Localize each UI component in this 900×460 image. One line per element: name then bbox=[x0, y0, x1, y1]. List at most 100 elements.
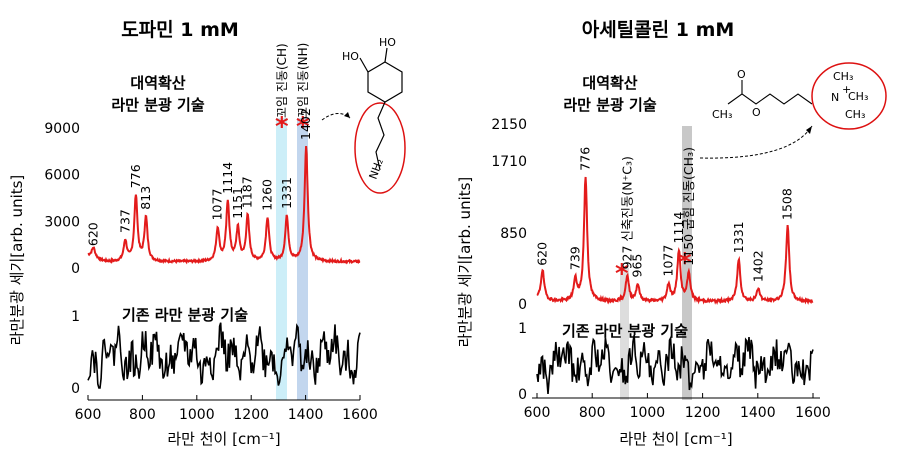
right-bottom-label: 기존 라만 분광 기술 bbox=[562, 322, 688, 340]
left-top-label-1: 대역확산 bbox=[130, 74, 185, 92]
right-y-ticks-top: 0 850 1710 2150 bbox=[491, 117, 527, 313]
y-tick-label: 1710 bbox=[491, 154, 527, 170]
right-x-label: 라만 천이 [cm⁻¹] bbox=[619, 430, 732, 448]
dopamine-circle bbox=[354, 102, 406, 194]
ach-ch3-c: CH₃ bbox=[845, 108, 865, 121]
y-tick-label: 6000 bbox=[44, 168, 80, 184]
ach-ch3: CH₃ bbox=[712, 108, 732, 121]
acetylcholine-molecule: O CH₃ O N + CH₃ CH₃ CH₃ bbox=[699, 62, 887, 159]
star-ch: * bbox=[275, 112, 289, 142]
left-y-ticks-bottom: 01 bbox=[71, 309, 80, 397]
right-bottom-spectrum-line bbox=[536, 334, 814, 395]
peak-label: 1187 bbox=[240, 176, 255, 208]
peak-label: 776 bbox=[578, 147, 593, 171]
peak-label: 620 bbox=[85, 222, 100, 246]
peak-label: 1508 bbox=[780, 188, 795, 220]
peak-label: 1077 bbox=[661, 245, 676, 277]
dopamine-arrow bbox=[321, 113, 351, 121]
ach-ch3-a: CH₃ bbox=[833, 70, 853, 83]
left-y-label: 라만분광 세기[arb. units] bbox=[8, 175, 26, 346]
left-top-label-2: 라만 분광 기술 bbox=[111, 96, 204, 114]
x-tick-label: 1600 bbox=[795, 405, 831, 421]
acetylcholine-circle bbox=[811, 62, 887, 130]
dopamine-bond-oh2 bbox=[384, 47, 388, 63]
peak-label: 739 bbox=[567, 246, 582, 270]
ach-ch3-b: CH₃ bbox=[848, 90, 868, 103]
ach-carbonyl-o: O bbox=[737, 68, 746, 81]
peak-label: 1260 bbox=[260, 179, 275, 211]
x-tick-label: 1400 bbox=[288, 407, 324, 423]
peak-label: 1150 굽힘 진동(CH₃) bbox=[681, 147, 696, 266]
peak-label: 1402 bbox=[298, 108, 313, 140]
right-x-ticks: 600 800 1000 1200 1400 1600 bbox=[524, 393, 831, 421]
y-tick-label: 2150 bbox=[491, 117, 527, 133]
dopamine-chain bbox=[375, 101, 386, 171]
y-tick-label: 850 bbox=[500, 226, 527, 242]
peak-label: 1114 bbox=[220, 162, 235, 194]
y-tick-label: 0 bbox=[71, 261, 80, 277]
dopamine-arrowhead bbox=[344, 112, 350, 118]
y-tick-label: 0 bbox=[518, 387, 527, 403]
right-y-label: 라만분광 세기[arb. units] bbox=[456, 177, 474, 348]
band-nh-left bbox=[297, 118, 308, 400]
peak-label: 1402 bbox=[750, 250, 765, 282]
y-tick-label: 0 bbox=[71, 381, 80, 397]
dopamine-nh2: NH₂ bbox=[367, 157, 386, 181]
left-bottom-spectrum-line bbox=[87, 322, 361, 389]
dopamine-ring bbox=[367, 61, 403, 103]
right-top-spectrum-line bbox=[536, 176, 814, 305]
y-tick-label: 1 bbox=[71, 309, 80, 325]
x-tick-label: 800 bbox=[129, 407, 156, 423]
ach-n: N bbox=[831, 91, 839, 104]
dopamine-molecule: HO HO NH₂ bbox=[321, 36, 406, 194]
x-tick-label: 1000 bbox=[630, 405, 666, 421]
ach-ester-o: O bbox=[752, 106, 761, 119]
y-tick-label: 0 bbox=[518, 297, 527, 313]
peak-label: 927 신축진동(N⁺C₃) bbox=[619, 156, 634, 269]
x-tick-label: 1400 bbox=[740, 405, 776, 421]
left-y-ticks-top: 0 3000 6000 9000 bbox=[44, 121, 80, 277]
right-y-ticks-bottom: 01 bbox=[518, 321, 527, 403]
band-ch3-right bbox=[682, 126, 692, 400]
acetylcholine-chain bbox=[727, 80, 813, 105]
right-top-label-1: 대역확산 bbox=[582, 74, 637, 92]
band-nc3-right bbox=[620, 268, 629, 400]
left-bottom-label: 기존 라만 분광 기술 bbox=[122, 306, 248, 324]
x-tick-label: 800 bbox=[579, 405, 606, 421]
peak-label: 737 bbox=[117, 209, 132, 233]
peak-label: 776 bbox=[128, 164, 143, 188]
left-top-spectrum-line bbox=[87, 146, 361, 265]
star-nh: * bbox=[296, 112, 310, 142]
x-tick-label: 1600 bbox=[342, 407, 378, 423]
peak-label: 965 bbox=[630, 254, 645, 278]
left-chart: 도파민 1 mM 대역확산 라만 분광 기술 꼬임 진동(CH) 꼬임 진동(N… bbox=[8, 19, 406, 448]
x-tick-label: 1200 bbox=[685, 405, 721, 421]
band-ch-left bbox=[276, 118, 287, 400]
x-tick-label: 1200 bbox=[233, 407, 269, 423]
dopamine-bond-oh1 bbox=[359, 57, 369, 73]
y-tick-label: 3000 bbox=[44, 214, 80, 230]
band-label-nh: 꼬임 진동(NH) bbox=[296, 43, 310, 118]
peak-label: 1077 bbox=[210, 189, 225, 221]
peak-label: 813 bbox=[138, 186, 153, 210]
peak-label: 1151 bbox=[230, 187, 245, 219]
left-x-ticks: 600 800 1000 1200 1400 1600 bbox=[75, 395, 378, 423]
left-x-label: 라만 천이 [cm⁻¹] bbox=[167, 430, 280, 448]
dopamine-ho-2: HO bbox=[379, 36, 396, 49]
x-tick-label: 600 bbox=[524, 405, 551, 421]
y-tick-label: 9000 bbox=[44, 121, 80, 137]
peak-label: 620 bbox=[535, 242, 550, 266]
y-tick-label: 1 bbox=[518, 321, 527, 337]
left-title: 도파민 1 mM bbox=[121, 19, 239, 41]
peak-label: 1331 bbox=[279, 177, 294, 209]
acetylcholine-arrow bbox=[699, 125, 813, 159]
x-tick-label: 1000 bbox=[179, 407, 215, 423]
band-label-ch: 꼬임 진동(CH) bbox=[275, 43, 289, 118]
peak-label: 1331 bbox=[731, 221, 746, 253]
right-chart: 아세틸콜린 1 mM 대역확산 라만 분광 기술 * * 08501710215… bbox=[456, 19, 887, 448]
right-title: 아세틸콜린 1 mM bbox=[582, 19, 735, 41]
right-top-label-2: 라만 분광 기술 bbox=[563, 96, 656, 114]
